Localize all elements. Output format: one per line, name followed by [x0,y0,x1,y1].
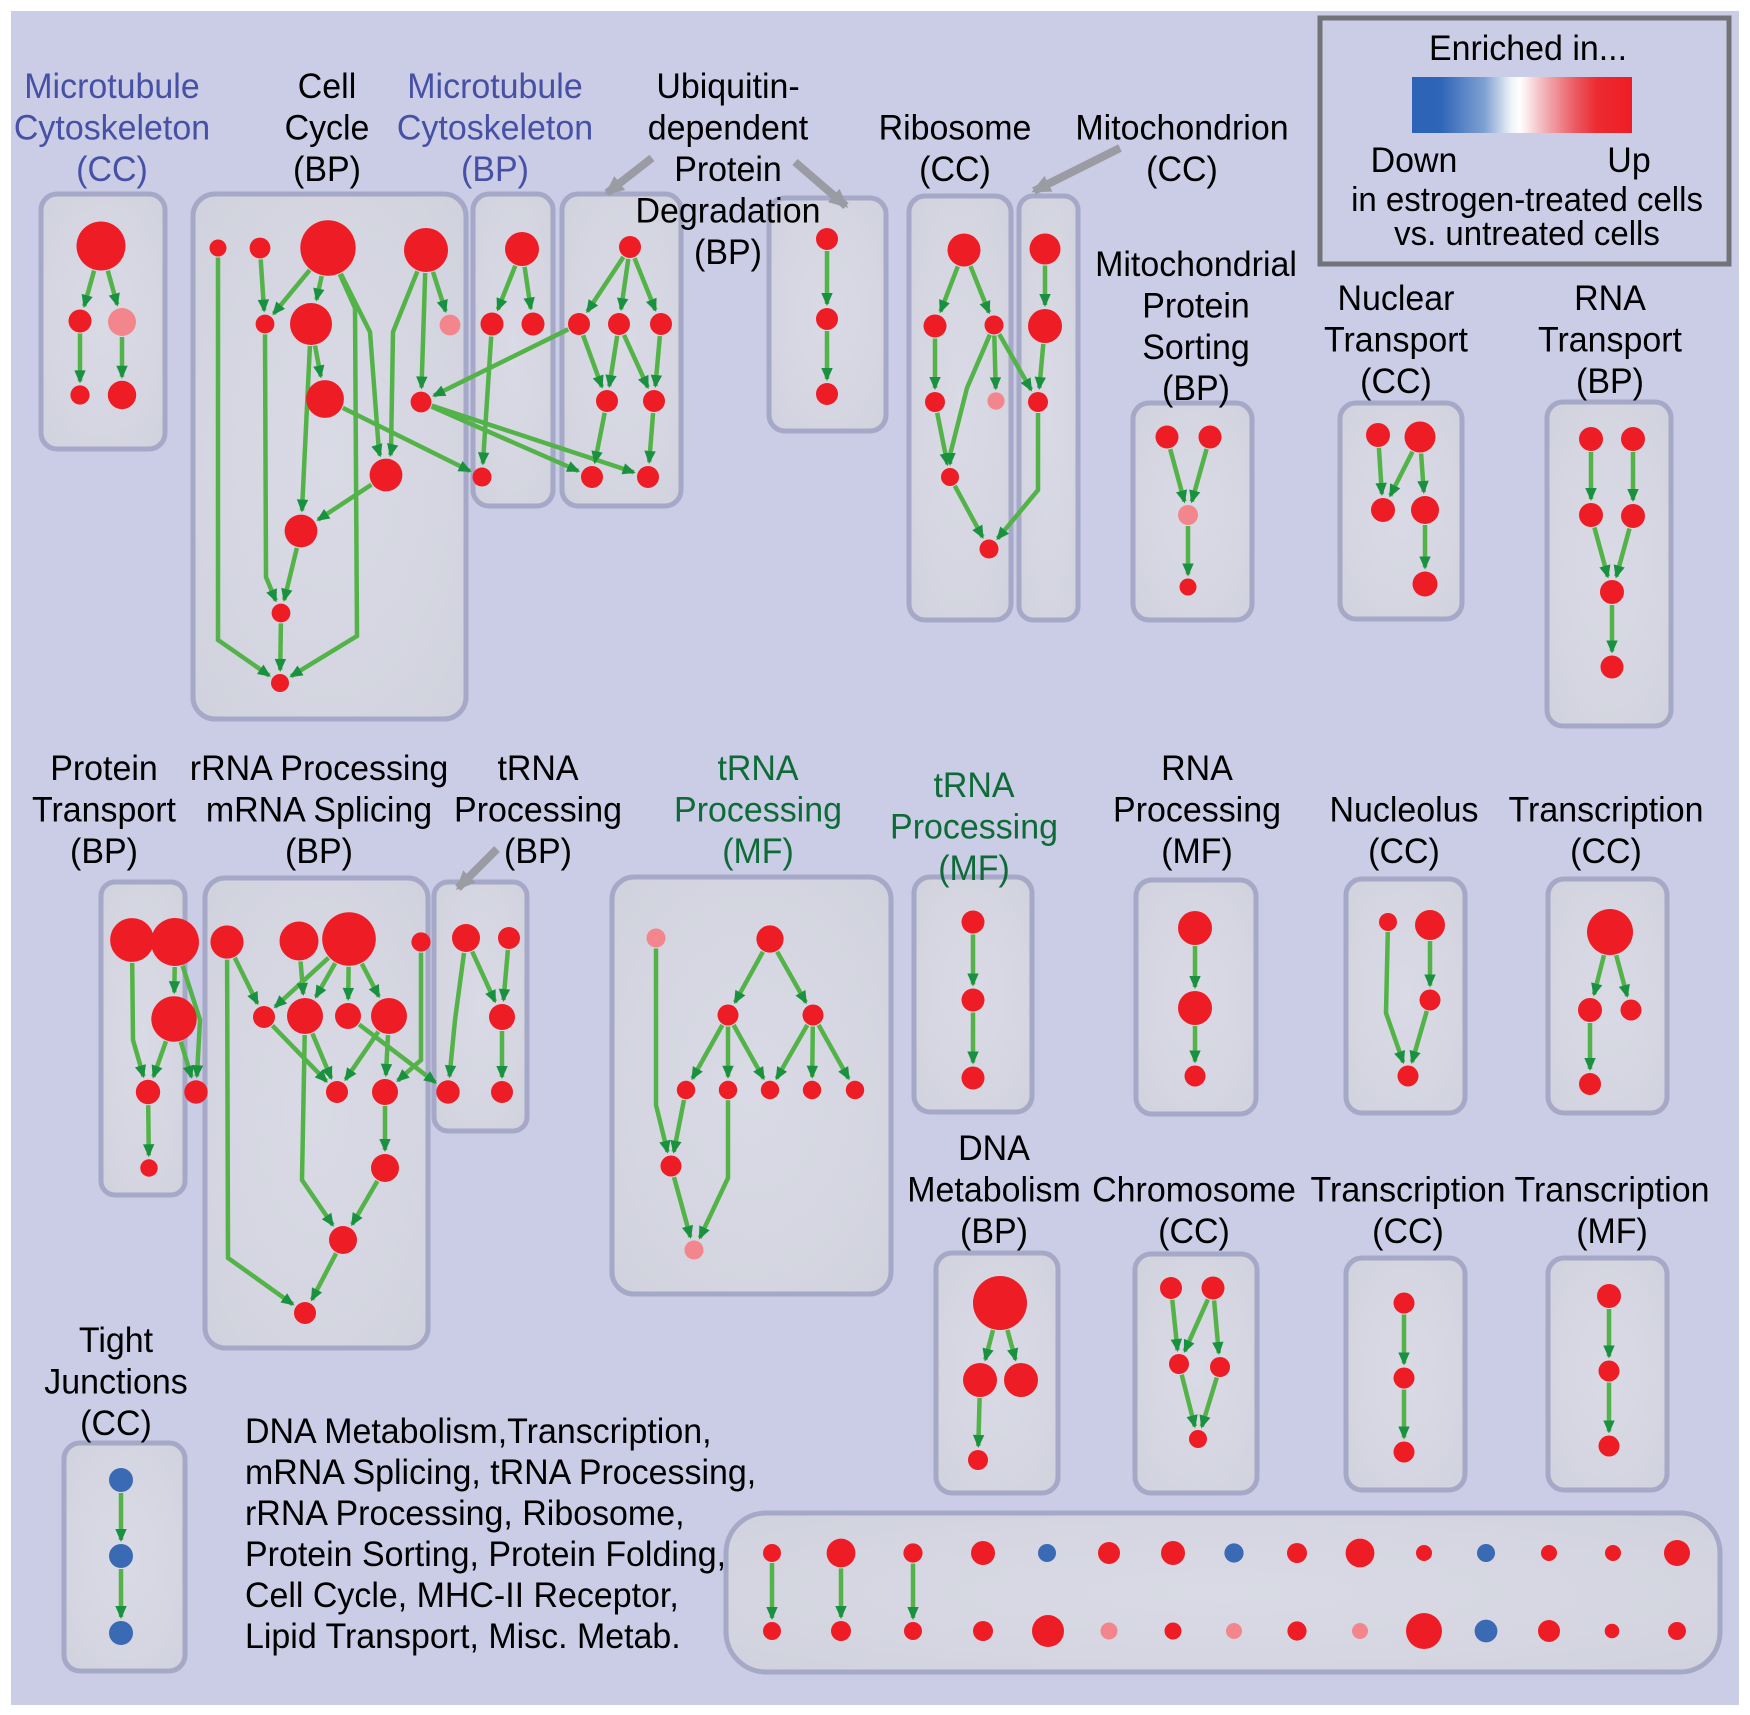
svg-text:Degradation: Degradation [636,192,821,231]
svg-text:Metabolism: Metabolism [907,1171,1081,1210]
svg-text:Up: Up [1607,142,1650,181]
svg-text:Transcription: Transcription [1515,1171,1710,1210]
svg-text:Mitochondrial: Mitochondrial [1095,246,1297,285]
svg-text:Transport: Transport [32,791,176,830]
svg-text:(BP): (BP) [1576,363,1644,402]
svg-text:RNA: RNA [1574,280,1646,319]
svg-text:(MF): (MF) [1161,833,1233,872]
svg-text:Cell: Cell [298,68,356,107]
svg-text:(CC): (CC) [1368,833,1440,872]
svg-text:Down: Down [1371,142,1458,181]
svg-text:(CC): (CC) [1158,1213,1230,1252]
svg-text:(CC): (CC) [919,151,991,190]
svg-text:Junctions: Junctions [44,1363,187,1402]
svg-text:Enriched in...: Enriched in... [1429,30,1627,69]
svg-text:dependent: dependent [648,109,809,148]
svg-text:(BP): (BP) [504,833,572,872]
svg-text:(CC): (CC) [1360,363,1432,402]
svg-text:(MF): (MF) [938,850,1010,889]
svg-text:Chromosome: Chromosome [1092,1171,1296,1210]
svg-text:Cell Cycle, MHC-II Receptor,: Cell Cycle, MHC-II Receptor, [245,1577,679,1616]
svg-text:Transcription: Transcription [1509,791,1704,830]
svg-text:(CC): (CC) [80,1405,152,1444]
svg-text:(CC): (CC) [1146,151,1218,190]
svg-text:in estrogen-treated cells: in estrogen-treated cells [1351,182,1703,220]
svg-text:tRNA: tRNA [717,750,798,789]
svg-text:Ribosome: Ribosome [879,109,1032,148]
svg-text:Nucleolus: Nucleolus [1329,791,1478,830]
svg-text:(BP): (BP) [285,833,353,872]
svg-text:(BP): (BP) [293,151,361,190]
svg-text:Transport: Transport [1538,321,1682,360]
svg-text:Nuclear: Nuclear [1338,280,1455,319]
svg-text:Processing: Processing [674,791,842,830]
svg-text:Microtubule: Microtubule [24,68,199,107]
svg-text:Ubiquitin-: Ubiquitin- [656,68,799,107]
svg-text:Mitochondrion: Mitochondrion [1075,109,1288,148]
svg-text:Processing: Processing [454,791,622,830]
svg-text:Transport: Transport [1324,321,1468,360]
svg-text:Processing: Processing [1113,791,1281,830]
svg-text:(CC): (CC) [1372,1213,1444,1252]
svg-text:Protein Sorting, Protein Foldi: Protein Sorting, Protein Folding, [245,1536,726,1575]
svg-text:Processing: Processing [890,808,1058,847]
svg-text:Transcription: Transcription [1311,1171,1506,1210]
svg-text:(CC): (CC) [1570,833,1642,872]
svg-text:(BP): (BP) [1162,370,1230,409]
svg-text:(MF): (MF) [722,833,794,872]
svg-text:Tight: Tight [79,1322,154,1361]
svg-text:(CC): (CC) [76,151,148,190]
svg-text:Lipid Transport, Misc. Metab.: Lipid Transport, Misc. Metab. [245,1618,681,1657]
svg-text:Protein: Protein [1142,287,1250,326]
svg-text:Protein: Protein [50,750,158,789]
svg-text:(BP): (BP) [70,833,138,872]
svg-text:(MF): (MF) [1576,1213,1648,1252]
svg-text:Cytoskeleton: Cytoskeleton [14,109,210,148]
svg-text:(BP): (BP) [694,234,762,273]
svg-text:vs. untreated cells: vs. untreated cells [1394,216,1660,254]
svg-text:tRNA: tRNA [933,767,1014,806]
svg-text:DNA: DNA [958,1130,1030,1169]
svg-text:RNA: RNA [1161,750,1233,789]
svg-text:Cytoskeleton: Cytoskeleton [397,109,593,148]
svg-text:mRNA Splicing: mRNA Splicing [206,791,432,830]
svg-text:Cycle: Cycle [285,109,370,148]
svg-text:rRNA Processing: rRNA Processing [190,750,448,789]
svg-text:(BP): (BP) [960,1213,1028,1252]
svg-text:mRNA Splicing, tRNA Processing: mRNA Splicing, tRNA Processing, [245,1454,756,1493]
svg-text:Protein: Protein [674,151,782,190]
svg-text:Sorting: Sorting [1142,329,1250,368]
svg-text:rRNA Processing, Ribosome,: rRNA Processing, Ribosome, [245,1495,684,1534]
svg-text:Microtubule: Microtubule [407,68,582,107]
svg-text:(BP): (BP) [461,151,529,190]
svg-text:DNA Metabolism,Transcription,: DNA Metabolism,Transcription, [245,1413,712,1452]
svg-text:tRNA: tRNA [497,750,578,789]
